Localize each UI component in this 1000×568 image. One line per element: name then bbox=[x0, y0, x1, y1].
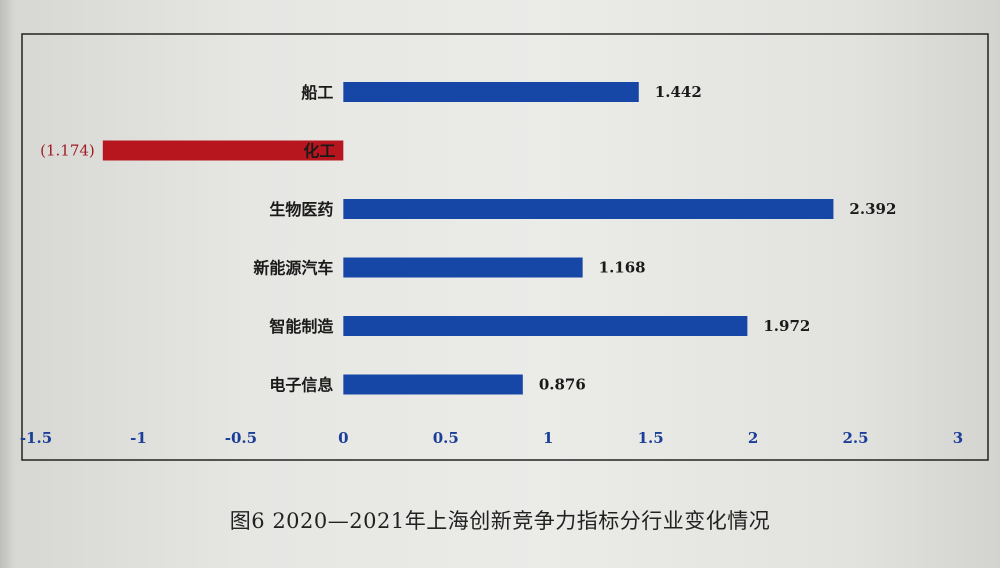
bar-5 bbox=[343, 316, 748, 336]
bar-6 bbox=[343, 374, 523, 395]
bar-2 bbox=[102, 140, 344, 161]
chart-border bbox=[21, 33, 989, 461]
category-label: 电子信息 bbox=[269, 376, 333, 395]
x-tick-label: 0 bbox=[338, 429, 348, 447]
labels-layer: 船工 1.442 化工 (1.174) 生物医药 2.392 新能源汽车 1.168 智能制造 1… bbox=[40, 83, 896, 395]
x-axis-ticks: -1.5 -1 -0.5 0 0.5 1 1.5 2 2.5 3 bbox=[20, 429, 963, 447]
figure-caption: 图6 2020—2021年上海创新竞争力指标分行业变化情况 bbox=[229, 509, 771, 533]
category-label: 船工 bbox=[301, 83, 333, 102]
category-label: 新能源汽车 bbox=[253, 259, 333, 278]
bar-3 bbox=[343, 199, 834, 219]
category-label: 生物医药 bbox=[269, 200, 333, 219]
x-tick-label: 1 bbox=[543, 429, 553, 447]
x-tick-label: 3 bbox=[953, 429, 963, 447]
data-label: 1.442 bbox=[655, 83, 702, 101]
bar-1 bbox=[343, 82, 639, 102]
data-label: 1.972 bbox=[763, 317, 810, 335]
category-label: 智能制造 bbox=[269, 317, 334, 336]
bar-4 bbox=[343, 257, 583, 278]
x-tick-label: 1.5 bbox=[638, 429, 664, 447]
x-tick-label: 0.5 bbox=[433, 429, 459, 447]
category-label: 化工 bbox=[303, 142, 335, 161]
x-tick-label: 2 bbox=[748, 429, 758, 447]
data-label: (1.174) bbox=[40, 142, 95, 160]
x-tick-label: -0.5 bbox=[225, 429, 257, 447]
data-label: 0.876 bbox=[539, 376, 586, 394]
data-label: 1.168 bbox=[599, 259, 646, 277]
x-tick-label: -1.5 bbox=[20, 429, 52, 447]
bars-layer bbox=[102, 82, 834, 395]
x-tick-label: -1 bbox=[130, 429, 147, 447]
data-label: 2.392 bbox=[849, 200, 896, 218]
x-tick-label: 2.5 bbox=[843, 429, 869, 447]
